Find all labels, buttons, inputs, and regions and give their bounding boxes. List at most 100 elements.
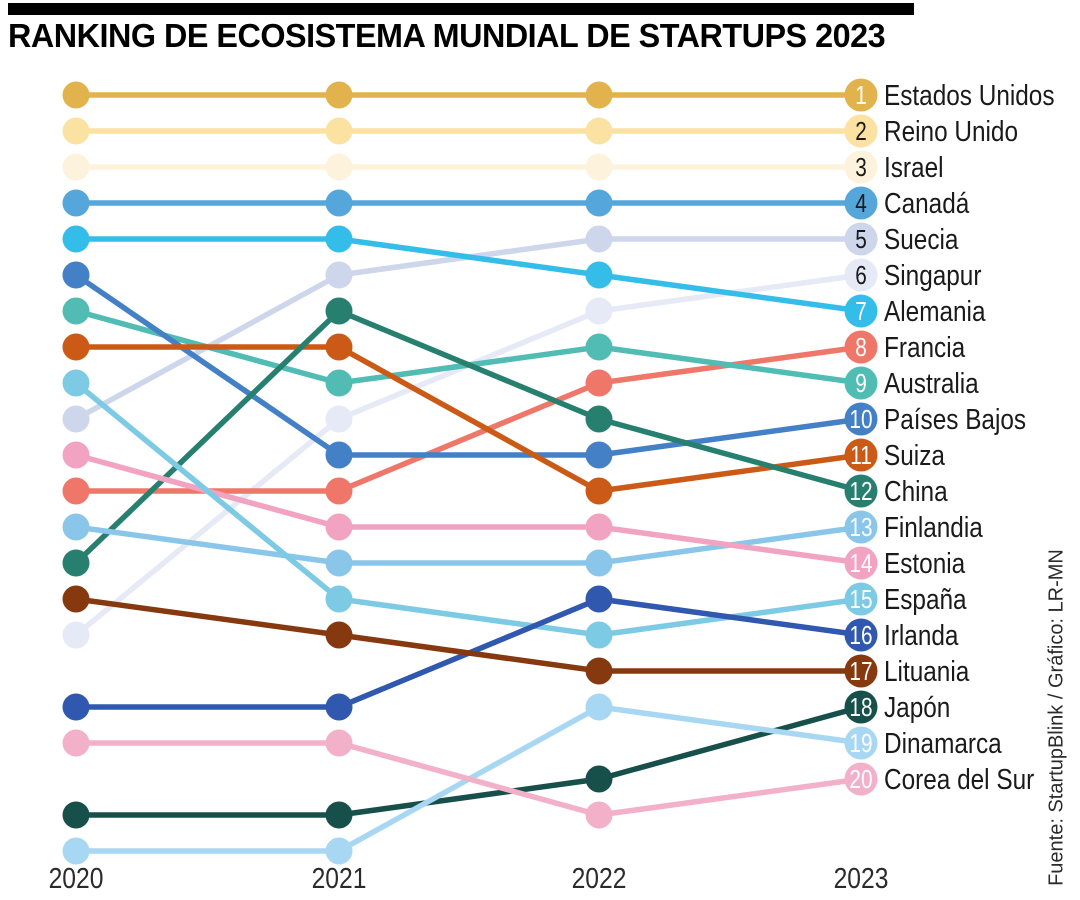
country-label-dinamarca: Dinamarca <box>884 727 1002 759</box>
chart-dot-alemania-2022 <box>585 261 613 289</box>
rank-badge-circle <box>844 222 878 256</box>
source-credit: Fuente: StartupBlink / Gráfico: LR-MN <box>1045 549 1068 886</box>
chart-dot-singapur-2022 <box>585 297 613 325</box>
chart-dot-canadá-2020 <box>62 189 90 217</box>
trend-line-china <box>73 307 864 566</box>
chart-dot-dinamarca-2022 <box>585 693 613 721</box>
chart-dot-irlanda-2021 <box>325 693 353 721</box>
trend-line-suecia <box>73 236 864 422</box>
chart-dot-australia-2020 <box>62 297 90 325</box>
rank-number: 15 <box>849 585 872 614</box>
chart-dot-suecia-2020 <box>62 405 90 433</box>
rank-badge-circle <box>844 510 878 544</box>
rank-badge-circle <box>844 474 878 508</box>
year-axis-label-2021: 2021 <box>312 862 367 894</box>
rank-badge-dinamarca: 19 <box>844 726 878 760</box>
chart-dot-reino-unido-2020 <box>62 117 90 145</box>
country-label-canadá: Canadá <box>884 187 969 219</box>
chart-dot-canadá-2021 <box>325 189 353 217</box>
chart-dot-suiza-2022 <box>585 477 613 505</box>
rank-badge-circle <box>844 258 878 292</box>
rank-badge-países-bajos: 10 <box>844 402 878 436</box>
rank-number: 8 <box>855 333 867 362</box>
chart-dot-finlandia-2022 <box>585 549 613 577</box>
rank-number: 13 <box>849 513 872 542</box>
chart-dot-australia-2021 <box>325 369 353 397</box>
rank-badge-circle <box>844 690 878 724</box>
chart-dot-francia-2022 <box>585 369 613 397</box>
chart-dot-corea-del-sur-2022 <box>585 801 613 829</box>
chart-dot-israel-2020 <box>62 153 90 181</box>
rank-number: 7 <box>855 297 867 326</box>
country-label-francia: Francia <box>884 331 965 363</box>
rank-badge-china: 12 <box>844 474 878 508</box>
chart-dot-japón-2022 <box>585 765 613 793</box>
rank-badge-circle <box>844 402 878 436</box>
rank-badge-canadá: 4 <box>844 186 878 220</box>
country-label-japón: Japón <box>884 691 950 723</box>
rank-number: 9 <box>855 369 867 398</box>
chart-dot-suecia-2021 <box>325 261 353 289</box>
chart-dot-reino-unido-2021 <box>325 117 353 145</box>
rank-badge-circle <box>844 762 878 796</box>
chart-dot-españa-2021 <box>325 585 353 613</box>
chart-dot-estados-unidos-2020 <box>62 81 90 109</box>
year-axis-label-2022: 2022 <box>572 862 627 894</box>
year-axis-label-2023: 2023 <box>834 862 889 894</box>
chart-dot-japón-2021 <box>325 801 353 829</box>
rank-badge-francia: 8 <box>844 330 878 364</box>
rank-number: 11 <box>850 441 872 470</box>
chart-dot-países-bajos-2021 <box>325 441 353 469</box>
rank-badge-irlanda: 16 <box>844 618 878 652</box>
rank-badge-circle <box>844 78 878 112</box>
chart-dot-canadá-2022 <box>585 189 613 217</box>
rank-badge-finlandia: 13 <box>844 510 878 544</box>
chart-dot-finlandia-2021 <box>325 549 353 577</box>
chart-dot-reino-unido-2022 <box>585 117 613 145</box>
rank-badge-circle <box>844 654 878 688</box>
chart-dot-finlandia-2020 <box>62 513 90 541</box>
country-label-suiza: Suiza <box>884 439 945 471</box>
chart-dot-lituania-2021 <box>325 621 353 649</box>
country-label-alemania: Alemania <box>884 295 986 327</box>
rank-badge-reino-unido: 2 <box>844 114 878 148</box>
country-label-estados-unidos: Estados Unidos <box>884 79 1055 111</box>
rank-number: 2 <box>855 117 867 146</box>
rank-number: 20 <box>849 765 872 794</box>
chart-dot-alemania-2020 <box>62 225 90 253</box>
chart-dot-alemania-2021 <box>325 225 353 253</box>
rank-badge-españa: 15 <box>844 582 878 616</box>
rank-badge-circle <box>844 294 878 328</box>
rank-number: 16 <box>849 621 872 650</box>
chart-dot-suiza-2021 <box>325 333 353 361</box>
chart-dot-singapur-2020 <box>62 621 90 649</box>
rank-badge-corea-del-sur: 20 <box>844 762 878 796</box>
rank-badge-circle <box>844 366 878 400</box>
chart-dot-japón-2020 <box>62 801 90 829</box>
rank-badge-australia: 9 <box>844 366 878 400</box>
chart-dot-israel-2022 <box>585 153 613 181</box>
country-label-estonia: Estonia <box>884 547 965 579</box>
chart-dot-irlanda-2022 <box>585 585 613 613</box>
rank-badge-israel: 3 <box>844 150 878 184</box>
chart-dot-francia-2020 <box>62 477 90 505</box>
country-label-españa: España <box>884 583 967 615</box>
rank-badge-suecia: 5 <box>844 222 878 256</box>
rank-badge-lituania: 17 <box>844 654 878 688</box>
rank-badge-circle <box>844 618 878 652</box>
chart-dot-irlanda-2020 <box>62 693 90 721</box>
chart-dot-estonia-2022 <box>585 513 613 541</box>
country-label-reino-unido: Reino Unido <box>884 115 1018 147</box>
country-label-corea-del-sur: Corea del Sur <box>884 763 1034 795</box>
country-label-suecia: Suecia <box>884 223 959 255</box>
rank-badge-circle <box>844 582 878 616</box>
rank-badge-singapur: 6 <box>844 258 878 292</box>
chart-dot-países-bajos-2022 <box>585 441 613 469</box>
rank-number: 1 <box>855 81 867 110</box>
year-axis-label-2020: 2020 <box>49 862 104 894</box>
rank-number: 17 <box>849 657 872 686</box>
country-label-lituania: Lituania <box>884 655 969 687</box>
rank-badge-circle <box>844 330 878 364</box>
chart-dot-lituania-2022 <box>585 657 613 685</box>
rank-badge-estados-unidos: 1 <box>844 78 878 112</box>
